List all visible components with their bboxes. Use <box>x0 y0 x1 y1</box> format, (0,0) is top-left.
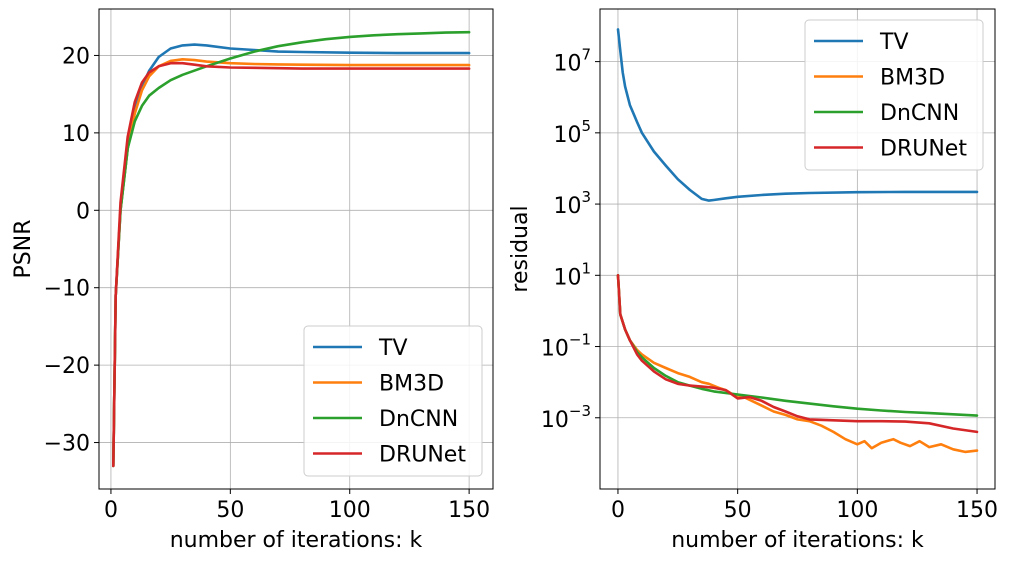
y-tick-label: 107 <box>553 46 591 77</box>
series-line-drunet <box>616 274 979 434</box>
y-axis-label: residual <box>508 205 533 292</box>
x-tick-label: 0 <box>104 498 118 523</box>
x-tick-label: 100 <box>329 498 371 523</box>
y-tick-label: 10−3 <box>541 402 591 433</box>
y-tick-label: 105 <box>553 117 591 148</box>
y-tick-label: 20 <box>62 44 90 69</box>
y-tick-label: 10−1 <box>541 331 591 362</box>
legend-label-drunet: DRUNet <box>379 443 466 468</box>
legend-label-tv: TV <box>378 336 408 361</box>
legend-label-drunet: DRUNet <box>880 137 967 162</box>
series-line-tv <box>616 28 979 202</box>
series-line-drunet <box>112 61 471 468</box>
y-tick-label: −30 <box>44 432 90 457</box>
plot-frame <box>98 8 494 490</box>
residual-chart: 0 50 100 150 10−3 10−1 101 103 105 107 number of i… <box>508 8 998 553</box>
series-line-dncnn <box>616 274 979 417</box>
y-tick-label: 10 <box>62 122 90 147</box>
psnr-chart: 0 50 100 150 −30 −20 −10 0 10 20 number of iterati… <box>11 8 494 553</box>
legend-label-dncnn: DnCNN <box>880 101 959 126</box>
x-tick-label: 150 <box>448 498 490 523</box>
legend-box <box>804 19 984 171</box>
legend: TV BM3D DnCNN DRUNet <box>303 325 483 477</box>
x-tick-label: 50 <box>216 498 244 523</box>
x-tick-label: 150 <box>956 498 998 523</box>
series-line-bm3d <box>616 274 979 454</box>
legend-label-bm3d: BM3D <box>379 372 444 397</box>
x-tick-label: 50 <box>724 498 752 523</box>
y-tick-label: −10 <box>44 277 90 302</box>
legend-label-bm3d: BM3D <box>880 66 945 91</box>
legend-label-tv: TV <box>879 30 909 55</box>
plot-frame <box>599 8 996 490</box>
y-tick-label: 103 <box>553 188 591 219</box>
x-axis-label: number of iterations: k <box>170 528 423 553</box>
legend-box <box>303 325 483 477</box>
y-axis-label: PSNR <box>11 220 36 279</box>
y-tick-label: 0 <box>76 199 90 224</box>
legend-label-dncnn: DnCNN <box>379 407 458 432</box>
x-tick-label: 100 <box>836 498 878 523</box>
y-tick-label: 101 <box>553 259 591 290</box>
series-line-dncnn <box>112 30 471 468</box>
legend: TV BM3D DnCNN DRUNet <box>804 19 984 171</box>
x-axis-label: number of iterations: k <box>671 528 924 553</box>
x-tick-label: 0 <box>611 498 625 523</box>
y-tick-label: −20 <box>44 354 90 379</box>
